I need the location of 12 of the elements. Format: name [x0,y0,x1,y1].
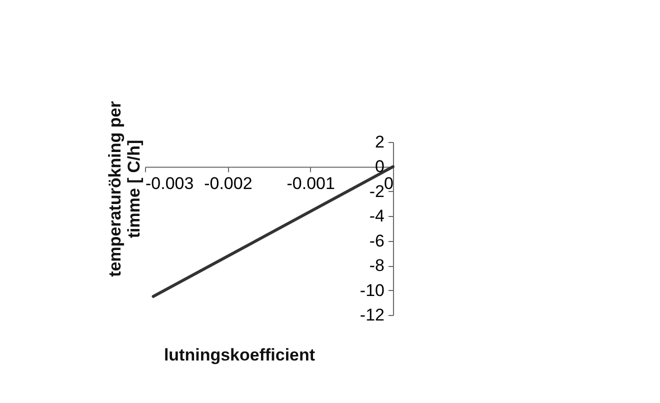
y-tick-label: -6 [369,231,384,250]
y-tick-label: -2 [369,182,384,201]
x-tick-label: -0.002 [204,174,252,194]
y-axis-title: temperaturökning per timme [ C/h] [106,100,144,277]
x-tick-label: -0.001 [286,174,335,194]
y-tick-label: 2 [375,132,384,152]
y-tick-label: -8 [369,256,384,276]
y-tick-label: -4 [369,206,384,226]
x-axis-title: lutningskoefficient [164,346,316,364]
y-tick-label: -10 [360,280,384,300]
y-tick-label: -12 [360,306,384,324]
x-tick-label: -0.003 [146,174,194,194]
